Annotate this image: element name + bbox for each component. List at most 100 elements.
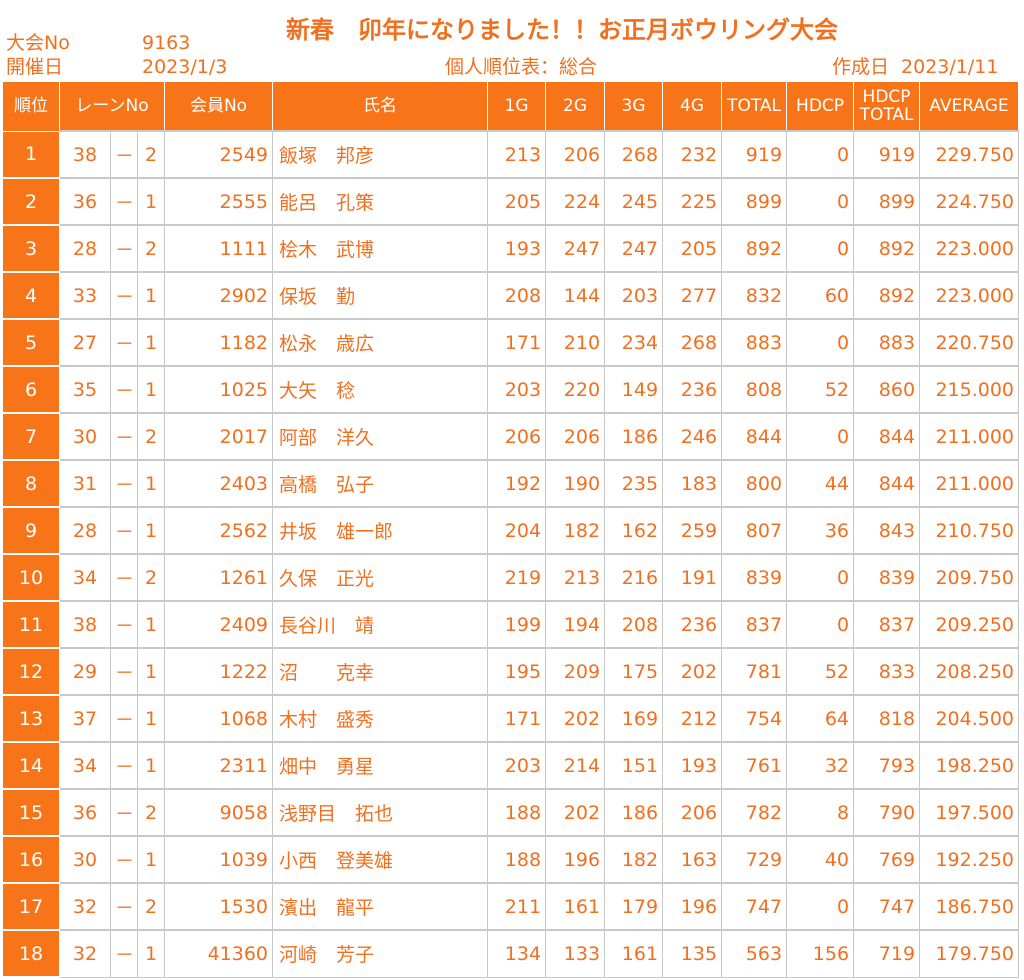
name-cell: 能呂 孔策 [272,177,489,226]
name-cell: 木村 盛秀 [272,694,489,743]
hdcp-total-cell: 790 [853,788,921,837]
name-cell: 浅野目 拓也 [272,788,489,837]
rank-cell: 1 [2,130,60,179]
hdcp-total-cell: 747 [853,882,921,931]
game3-cell: 245 [604,177,664,226]
hdcp-cell: 0 [786,882,855,931]
average-cell: 220.750 [919,318,1020,367]
game1-cell: 208 [487,271,547,320]
total-cell: 807 [721,506,788,555]
table-row: 5 27 － 1 1182 松永 歳広 171 210 234 268 883 0 883 220.750 [2,318,1020,367]
lane-separator: － [110,365,138,414]
game3-cell: 203 [604,271,664,320]
game2-cell: 224 [545,177,606,226]
lane-sub-cell: 2 [136,882,166,931]
member-no-cell: 2311 [164,741,274,790]
rank-cell: 15 [2,788,60,837]
page-title: 新春 卯年になりました！！お正月ボウリング大会 [286,16,838,44]
lane-sub-cell: 2 [136,412,166,461]
member-no-cell: 1182 [164,318,274,367]
table-row: 8 31 － 1 2403 高橋 弘子 192 190 235 183 800 44 844 211.00… [2,459,1020,508]
created-date-line: 作成日 2023/1/11 [832,55,998,79]
hdcp-cell: 156 [786,929,855,978]
table-row: 16 30 － 1 1039 小西 登美雄 188 196 182 163 729 40 769 192.… [2,835,1020,884]
lane-sub-cell: 1 [136,600,166,649]
game2-cell: 182 [545,506,606,555]
rank-cell: 6 [2,365,60,414]
lane-cell: 28 [59,224,111,273]
game4-cell: 202 [662,647,723,696]
game2-cell: 206 [545,130,606,179]
member-no-cell: 2549 [164,130,274,179]
lane-sub-cell: 2 [136,224,166,273]
lane-sub-cell: 1 [136,647,166,696]
game4-cell: 163 [662,835,723,884]
total-cell: 747 [721,882,788,931]
game3-cell: 216 [604,553,664,602]
lane-separator: － [110,929,138,978]
lane-cell: 37 [59,694,111,743]
lane-separator: － [110,553,138,602]
total-cell: 883 [721,318,788,367]
table-row: 11 38 － 1 2409 長谷川 靖 199 194 208 236 837 0 837 209.25… [2,600,1020,649]
total-cell: 832 [721,271,788,320]
lane-sub-cell: 1 [136,694,166,743]
total-cell: 563 [721,929,788,978]
lane-cell: 29 [59,647,111,696]
name-cell: 河崎 芳子 [272,929,489,978]
average-cell: 179.750 [919,929,1020,978]
game1-cell: 204 [487,506,547,555]
lane-sub-cell: 1 [136,177,166,226]
average-cell: 208.250 [919,647,1020,696]
hdcp-cell: 0 [786,130,855,179]
total-cell: 839 [721,553,788,602]
table-row: 14 34 － 1 2311 畑中 勇星 203 214 151 193 761 32 793 198.2… [2,741,1020,790]
game2-cell: 161 [545,882,606,931]
game3-cell: 235 [604,459,664,508]
game4-cell: 196 [662,882,723,931]
game3-cell: 247 [604,224,664,273]
hdcp-cell: 64 [786,694,855,743]
game3-cell: 186 [604,788,664,837]
hdcp-total-cell: 843 [853,506,921,555]
game1-cell: 199 [487,600,547,649]
lane-sub-cell: 1 [136,506,166,555]
total-cell: 761 [721,741,788,790]
game2-cell: 209 [545,647,606,696]
lane-sub-cell: 1 [136,365,166,414]
member-no-cell: 9058 [164,788,274,837]
average-cell: 197.500 [919,788,1020,837]
hdcp-cell: 52 [786,647,855,696]
col-name-header: 氏名 [272,81,489,132]
game1-cell: 213 [487,130,547,179]
game1-cell: 203 [487,365,547,414]
member-no-cell: 2902 [164,271,274,320]
rank-cell: 8 [2,459,60,508]
game1-cell: 203 [487,741,547,790]
hdcp-total-cell: 769 [853,835,921,884]
game2-cell: 213 [545,553,606,602]
rank-cell: 10 [2,553,60,602]
rank-cell: 11 [2,600,60,649]
hdcp-cell: 40 [786,835,855,884]
member-no-cell: 2409 [164,600,274,649]
game2-cell: 247 [545,224,606,273]
game1-cell: 219 [487,553,547,602]
game2-cell: 133 [545,929,606,978]
game3-cell: 151 [604,741,664,790]
hdcp-total-cell: 860 [853,365,921,414]
table-row: 17 32 － 2 1530 濱出 龍平 211 161 179 196 747 0 747 186.75… [2,882,1020,931]
tournament-no-label: 大会No [6,32,70,54]
lane-sub-cell: 1 [136,271,166,320]
member-no-cell: 1222 [164,647,274,696]
name-cell: 久保 正光 [272,553,489,602]
col-hdcp-header: HDCP [786,81,855,132]
average-cell: 215.000 [919,365,1020,414]
hdcp-total-cell: 839 [853,553,921,602]
lane-cell: 28 [59,506,111,555]
name-cell: 松永 歳広 [272,318,489,367]
hdcp-total-cell: 818 [853,694,921,743]
game4-cell: 246 [662,412,723,461]
average-cell: 204.500 [919,694,1020,743]
member-no-cell: 1025 [164,365,274,414]
